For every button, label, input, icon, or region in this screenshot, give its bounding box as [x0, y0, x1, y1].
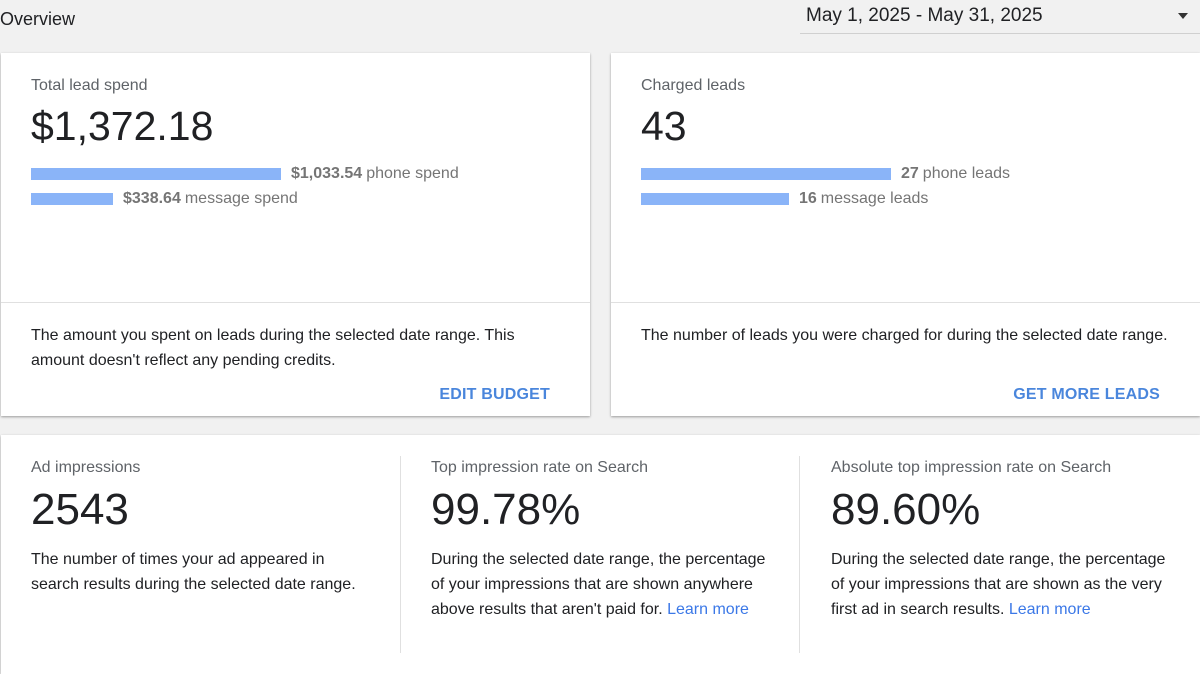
charged-leads-card: Charged leads 43 27 phone leads 16 messa…	[611, 53, 1200, 416]
metric-divider	[400, 456, 401, 653]
message-leads-amount: 16	[799, 190, 817, 207]
phone-spend-amount: $1,033.54	[291, 165, 363, 182]
page-title: Overview	[0, 9, 76, 29]
metric-label: Ad impressions	[31, 459, 141, 476]
phone-spend-bar	[31, 168, 281, 180]
date-range-text: May 1, 2025 - May 31, 2025	[806, 5, 1043, 26]
date-range-selector[interactable]: May 1, 2025 - May 31, 2025	[800, 0, 1200, 34]
metric-value: 99.78%	[431, 485, 581, 534]
phone-leads-amount: 27	[901, 165, 919, 182]
metric-value: 2543	[31, 485, 129, 534]
phone-leads-bar-track	[641, 168, 891, 180]
card-value: 43	[641, 103, 687, 149]
learn-more-link[interactable]: Learn more	[1008, 601, 1091, 618]
caret-down-icon	[1178, 13, 1188, 19]
metric-value: 89.60%	[831, 485, 981, 534]
metric-description-text: During the selected date range, the perc…	[431, 551, 766, 618]
ad-impressions-metric: Ad impressions 2543 The number of times …	[1, 435, 400, 674]
metric-description: During the selected date range, the perc…	[431, 547, 776, 622]
message-spend-row: $338.64 message spend	[31, 189, 298, 209]
message-leads-row: 16 message leads	[641, 189, 928, 209]
phone-leads-row: 27 phone leads	[641, 164, 1010, 184]
edit-budget-button[interactable]: EDIT BUDGET	[439, 386, 550, 403]
message-leads-bar-track	[641, 193, 789, 205]
card-label: Total lead spend	[31, 77, 148, 94]
message-leads-bar	[641, 193, 789, 205]
message-spend-bar-track	[31, 193, 113, 205]
metric-description: During the selected date range, the perc…	[831, 547, 1176, 622]
top-impression-rate-metric: Top impression rate on Search 99.78% Dur…	[401, 435, 800, 674]
metric-divider	[799, 456, 800, 653]
total-lead-spend-card: Total lead spend $1,372.18 $1,033.54 pho…	[1, 53, 590, 416]
message-spend-amount: $338.64	[123, 190, 181, 207]
phone-spend-label: phone spend	[366, 165, 459, 182]
message-leads-label: message leads	[820, 190, 929, 207]
learn-more-link[interactable]: Learn more	[667, 601, 749, 618]
card-description: The number of leads you were charged for…	[641, 327, 1168, 344]
get-more-leads-button[interactable]: GET MORE LEADS	[1013, 386, 1160, 403]
card-divider	[611, 302, 1200, 303]
phone-leads-label: phone leads	[922, 165, 1010, 182]
card-value: $1,372.18	[31, 103, 214, 149]
phone-spend-row: $1,033.54 phone spend	[31, 164, 459, 184]
impressions-card: Ad impressions 2543 The number of times …	[1, 435, 1200, 674]
card-label: Charged leads	[641, 77, 746, 94]
metric-label: Top impression rate on Search	[431, 459, 648, 476]
metric-description: The number of times your ad appeared in …	[31, 547, 376, 597]
metric-description-text: The number of times your ad appeared in …	[31, 551, 356, 593]
metric-description-text: During the selected date range, the perc…	[831, 551, 1166, 618]
card-divider	[1, 302, 590, 303]
metric-label: Absolute top impression rate on Search	[831, 459, 1112, 476]
message-spend-bar	[31, 193, 113, 205]
card-description: The amount you spent on leads during the…	[31, 327, 515, 369]
phone-spend-bar-track	[31, 168, 281, 180]
phone-leads-bar	[641, 168, 891, 180]
message-spend-label: message spend	[184, 190, 298, 207]
absolute-top-impression-rate-metric: Absolute top impression rate on Search 8…	[801, 435, 1200, 674]
